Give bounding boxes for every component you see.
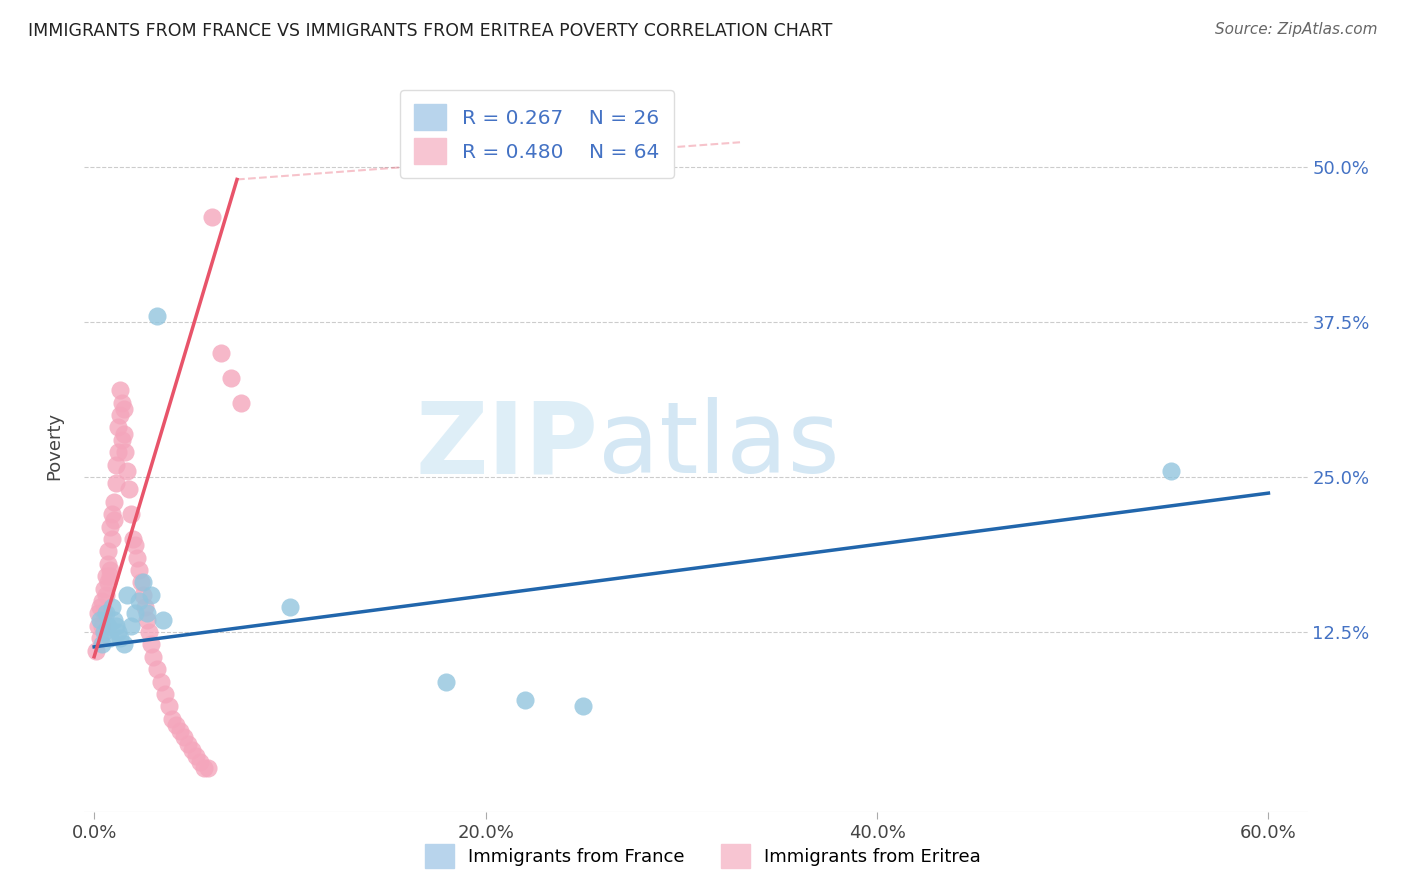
Point — [98, 569, 121, 583]
Point — [107, 420, 129, 434]
Point — [139, 637, 162, 651]
Point — [97, 557, 120, 571]
Point — [103, 495, 125, 509]
Point — [513, 693, 536, 707]
Legend: R = 0.267    N = 26, R = 0.480    N = 64: R = 0.267 N = 26, R = 0.480 N = 64 — [399, 90, 673, 178]
Point — [128, 563, 150, 577]
Point — [229, 395, 252, 409]
Point — [184, 748, 207, 763]
Point — [104, 619, 127, 633]
Point — [98, 519, 121, 533]
Point — [572, 699, 595, 714]
Text: IMMIGRANTS FROM FRANCE VS IMMIGRANTS FROM ERITREA POVERTY CORRELATION CHART: IMMIGRANTS FROM FRANCE VS IMMIGRANTS FRO… — [28, 22, 832, 40]
Point — [134, 600, 156, 615]
Point — [146, 309, 169, 323]
Point — [278, 600, 301, 615]
Point — [132, 575, 155, 590]
Point — [108, 631, 131, 645]
Point — [91, 594, 114, 608]
Point — [94, 569, 117, 583]
Point — [89, 631, 111, 645]
Text: Source: ZipAtlas.com: Source: ZipAtlas.com — [1215, 22, 1378, 37]
Point — [117, 588, 139, 602]
Point — [89, 613, 111, 627]
Point — [117, 464, 139, 478]
Point — [98, 563, 121, 577]
Point — [107, 445, 129, 459]
Point — [120, 507, 142, 521]
Point — [84, 643, 107, 657]
Point — [120, 619, 142, 633]
Point — [112, 401, 135, 416]
Point — [128, 594, 150, 608]
Point — [108, 408, 131, 422]
Point — [132, 588, 155, 602]
Point — [118, 483, 141, 497]
Point — [177, 737, 200, 751]
Point — [200, 210, 222, 224]
Point — [139, 588, 162, 602]
Point — [142, 649, 165, 664]
Y-axis label: Poverty: Poverty — [45, 412, 63, 480]
Point — [122, 532, 145, 546]
Point — [89, 600, 111, 615]
Point — [127, 550, 149, 565]
Point — [165, 718, 187, 732]
Point — [104, 476, 127, 491]
Point — [97, 619, 120, 633]
Point — [87, 607, 110, 621]
Point — [188, 755, 211, 769]
Point — [100, 507, 122, 521]
Point — [169, 724, 191, 739]
Point — [112, 637, 135, 651]
Point — [98, 631, 121, 645]
Point — [94, 588, 117, 602]
Point — [93, 607, 115, 621]
Point — [100, 600, 122, 615]
Point — [107, 624, 129, 639]
Point — [162, 712, 184, 726]
Point — [197, 761, 219, 775]
Point — [136, 607, 159, 621]
Point — [108, 383, 131, 397]
Point — [152, 613, 174, 627]
Text: atlas: atlas — [598, 398, 839, 494]
Point — [124, 538, 146, 552]
Point — [110, 395, 132, 409]
Point — [97, 544, 120, 558]
Point — [87, 619, 110, 633]
Point — [91, 619, 114, 633]
Point — [1160, 464, 1182, 478]
Point — [138, 624, 160, 639]
Point — [110, 433, 132, 447]
Point — [124, 607, 146, 621]
Point — [193, 761, 215, 775]
Point — [181, 743, 204, 757]
Point — [103, 613, 125, 627]
Point — [91, 637, 114, 651]
Point — [93, 582, 115, 596]
Point — [436, 674, 458, 689]
Point — [149, 674, 172, 689]
Point — [157, 699, 180, 714]
Point — [209, 346, 232, 360]
Legend: Immigrants from France, Immigrants from Eritrea: Immigrants from France, Immigrants from … — [415, 834, 991, 879]
Point — [94, 607, 117, 621]
Point — [112, 426, 135, 441]
Point — [219, 371, 242, 385]
Point — [153, 687, 176, 701]
Point — [146, 662, 169, 676]
Point — [136, 613, 159, 627]
Point — [104, 458, 127, 472]
Point — [173, 731, 195, 745]
Point — [100, 532, 122, 546]
Point — [97, 575, 120, 590]
Point — [114, 445, 136, 459]
Point — [93, 624, 115, 639]
Point — [103, 513, 125, 527]
Point — [129, 575, 152, 590]
Text: ZIP: ZIP — [415, 398, 598, 494]
